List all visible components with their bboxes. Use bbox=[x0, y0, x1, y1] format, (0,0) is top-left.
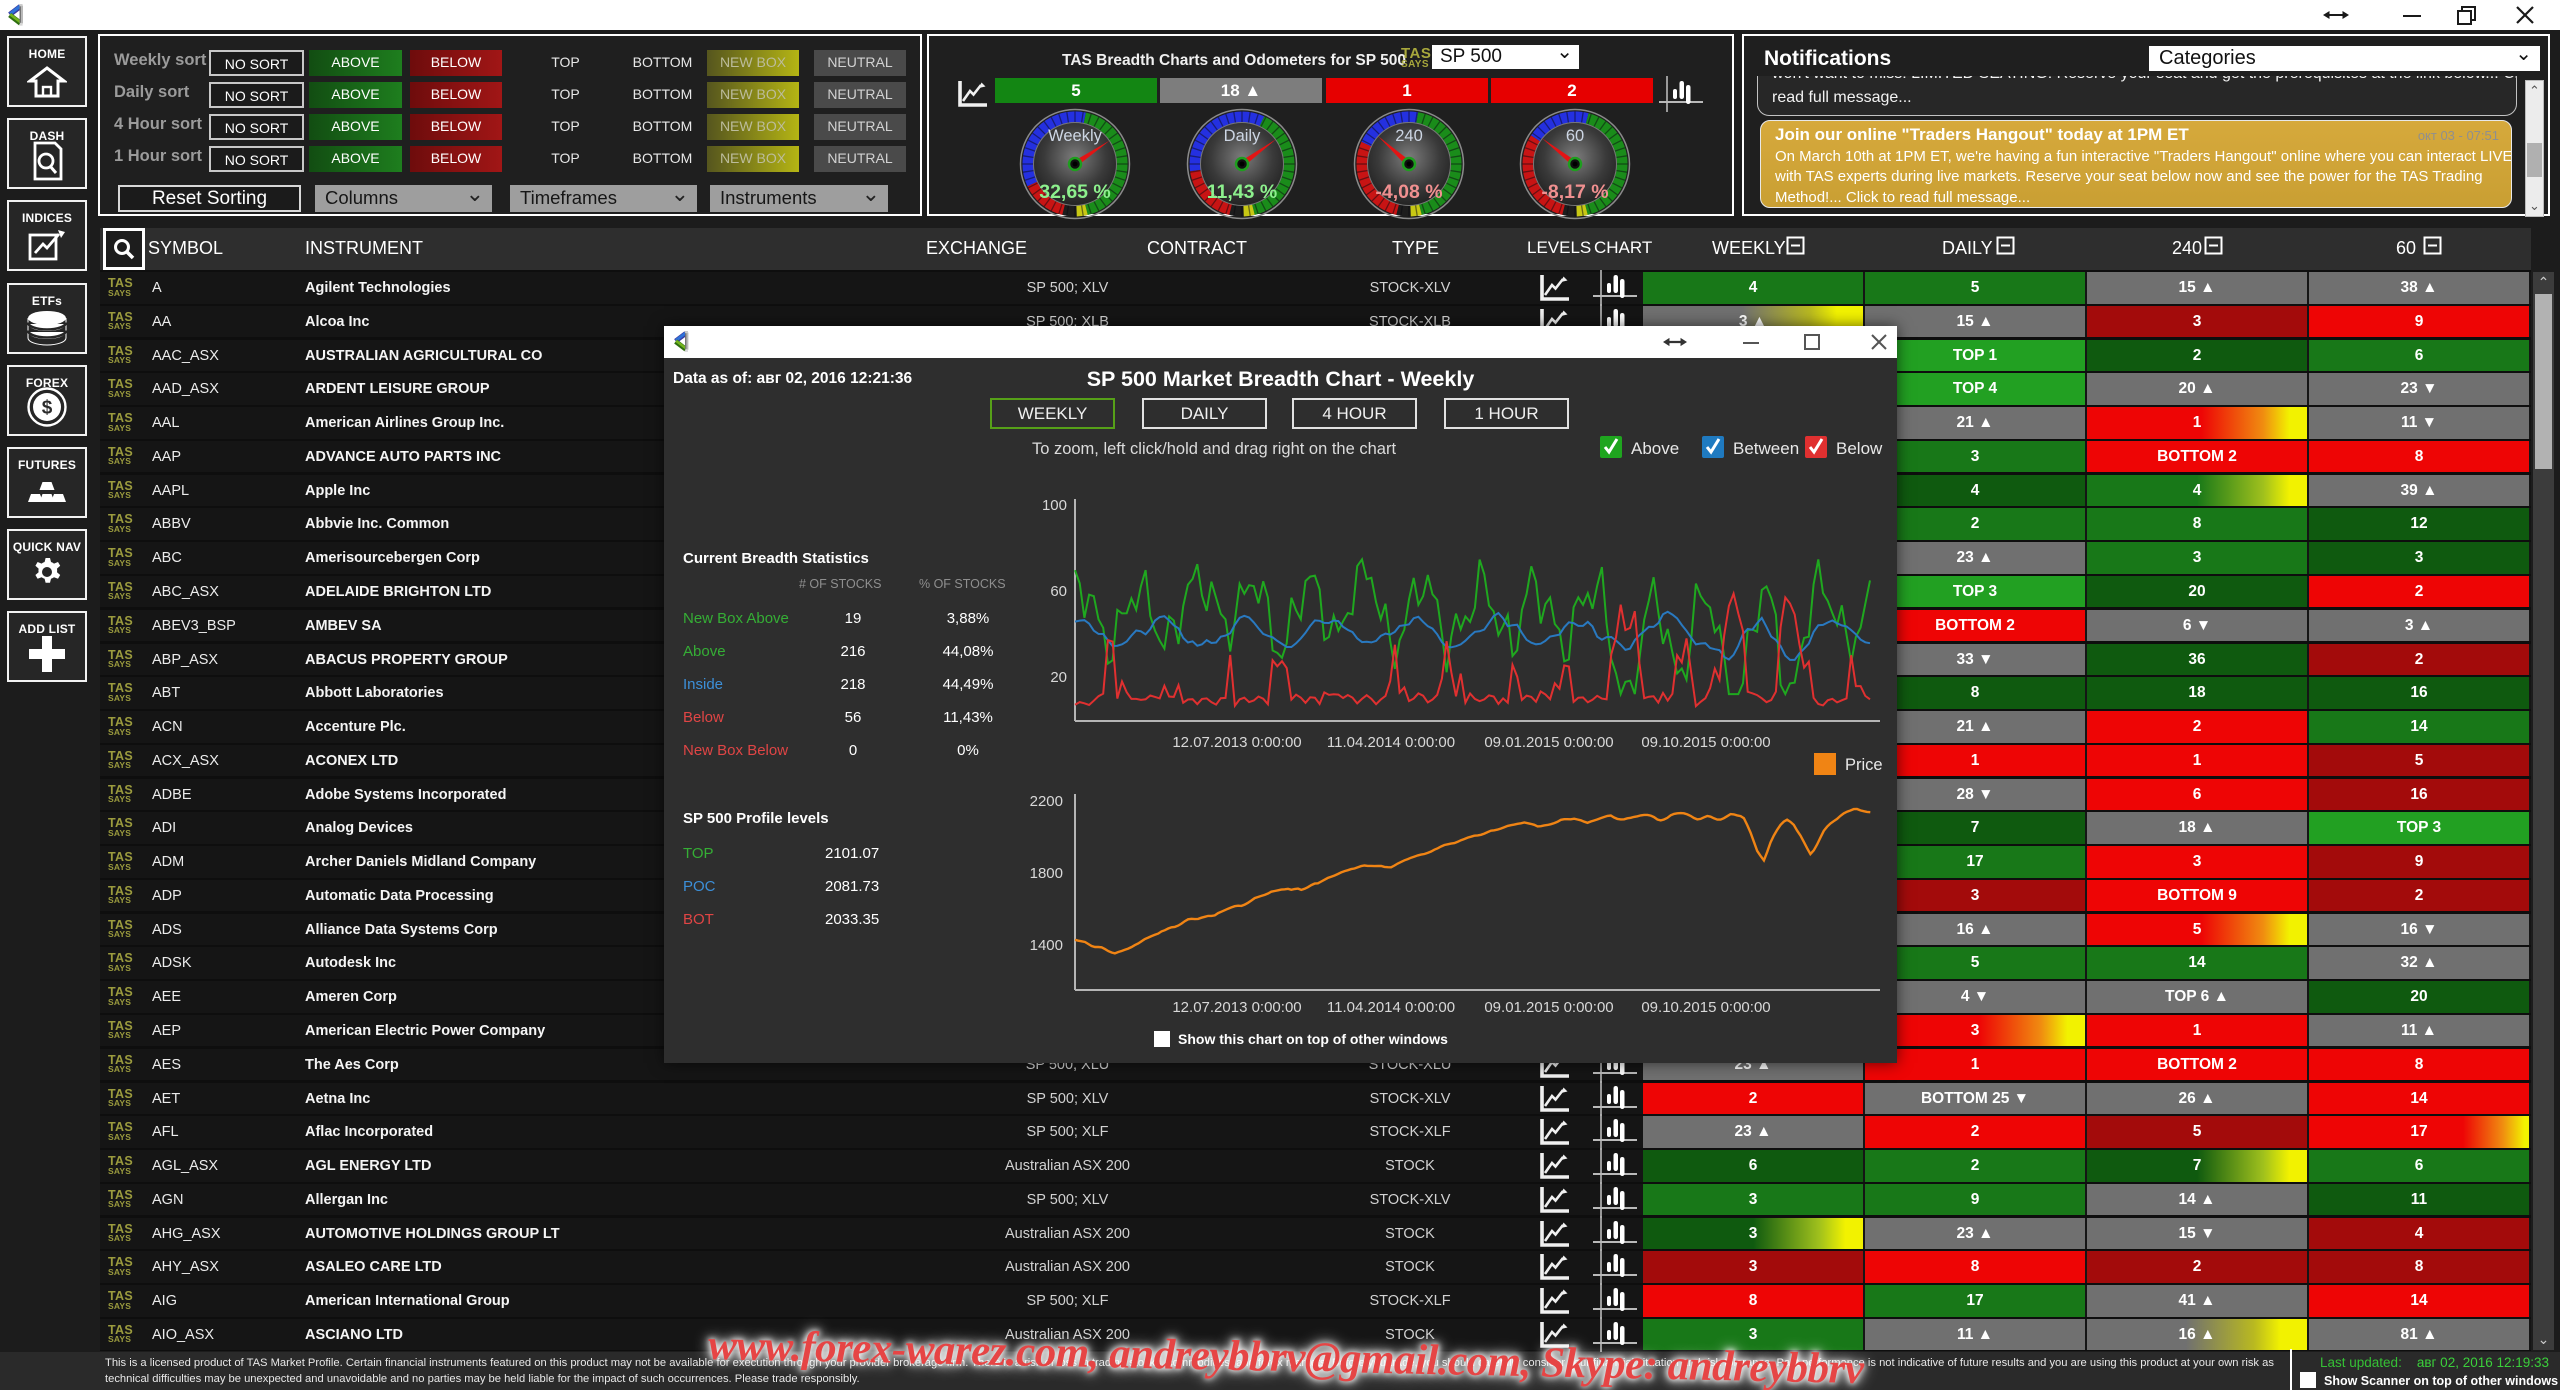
svg-text:Weekly: Weekly bbox=[1048, 127, 1103, 145]
svg-text:$: $ bbox=[42, 398, 53, 419]
svg-text:-4,08 %: -4,08 % bbox=[1375, 181, 1442, 203]
svg-text:240: 240 bbox=[1395, 127, 1423, 145]
svg-text:-8,17 %: -8,17 % bbox=[1541, 181, 1608, 203]
svg-text:32,65 %: 32,65 % bbox=[1039, 181, 1111, 203]
svg-text:11,43 %: 11,43 % bbox=[1207, 181, 1277, 203]
svg-text:60: 60 bbox=[1566, 127, 1584, 145]
svg-text:Daily: Daily bbox=[1224, 127, 1261, 145]
